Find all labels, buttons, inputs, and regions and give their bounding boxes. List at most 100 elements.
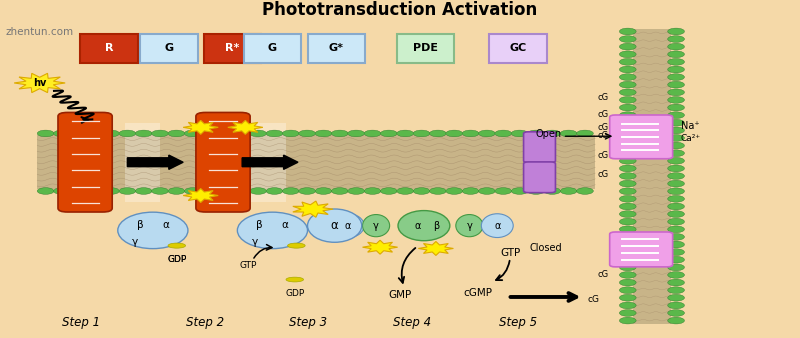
Circle shape [544, 188, 561, 194]
Circle shape [619, 135, 636, 141]
Circle shape [619, 43, 636, 50]
Circle shape [331, 130, 348, 137]
Circle shape [495, 130, 512, 137]
Text: γ: γ [466, 221, 472, 231]
Circle shape [560, 130, 577, 137]
Circle shape [250, 130, 266, 137]
Circle shape [413, 188, 430, 194]
Circle shape [668, 317, 685, 324]
Circle shape [298, 188, 315, 194]
Circle shape [619, 272, 636, 278]
Text: GTP: GTP [500, 248, 520, 258]
Circle shape [668, 287, 685, 293]
Circle shape [462, 130, 479, 137]
Polygon shape [362, 240, 398, 254]
Circle shape [527, 130, 544, 137]
Text: G: G [268, 43, 277, 53]
Circle shape [201, 188, 218, 194]
Circle shape [511, 130, 528, 137]
Circle shape [348, 188, 365, 194]
Circle shape [282, 130, 299, 137]
Text: cG: cG [598, 170, 609, 179]
Circle shape [38, 130, 54, 137]
Circle shape [619, 257, 636, 263]
Circle shape [619, 203, 636, 210]
Circle shape [668, 104, 685, 111]
Ellipse shape [362, 215, 390, 237]
Circle shape [619, 211, 636, 217]
Text: β: β [137, 220, 143, 230]
Text: γ: γ [373, 221, 379, 231]
Circle shape [331, 188, 348, 194]
Text: GC: GC [510, 43, 526, 53]
Circle shape [619, 142, 636, 149]
Circle shape [668, 302, 685, 309]
FancyArrow shape [127, 155, 183, 169]
Circle shape [70, 188, 86, 194]
Text: cG: cG [598, 151, 609, 161]
Circle shape [668, 58, 685, 65]
Circle shape [619, 188, 636, 195]
FancyBboxPatch shape [610, 115, 673, 159]
Bar [251, 123, 286, 202]
Circle shape [668, 173, 685, 179]
Circle shape [619, 241, 636, 248]
Ellipse shape [307, 209, 362, 242]
FancyBboxPatch shape [523, 132, 555, 163]
Ellipse shape [286, 277, 303, 282]
Text: hv: hv [33, 78, 46, 88]
Circle shape [668, 272, 685, 278]
Circle shape [668, 294, 685, 301]
Circle shape [619, 74, 636, 80]
Circle shape [619, 287, 636, 293]
Text: cG: cG [587, 295, 599, 304]
FancyBboxPatch shape [307, 33, 365, 63]
Circle shape [619, 302, 636, 309]
Circle shape [446, 130, 462, 137]
Circle shape [668, 135, 685, 141]
Text: α: α [162, 220, 169, 230]
Text: γ: γ [132, 238, 138, 247]
Circle shape [668, 112, 685, 119]
Circle shape [619, 234, 636, 240]
Circle shape [430, 188, 446, 194]
Circle shape [668, 81, 685, 88]
Circle shape [668, 226, 685, 233]
Ellipse shape [118, 212, 188, 249]
Circle shape [619, 127, 636, 134]
Circle shape [619, 218, 636, 225]
Circle shape [152, 188, 169, 194]
Circle shape [619, 173, 636, 179]
Circle shape [619, 264, 636, 271]
FancyBboxPatch shape [523, 162, 555, 193]
Circle shape [619, 294, 636, 301]
Circle shape [234, 188, 250, 194]
Circle shape [298, 130, 315, 137]
Circle shape [348, 130, 365, 137]
Circle shape [668, 165, 685, 172]
Circle shape [217, 130, 234, 137]
Circle shape [119, 130, 136, 137]
Ellipse shape [456, 215, 483, 237]
FancyBboxPatch shape [196, 113, 250, 212]
Ellipse shape [332, 214, 364, 238]
Ellipse shape [287, 243, 305, 248]
Text: cG: cG [598, 270, 609, 279]
Circle shape [70, 130, 86, 137]
Circle shape [86, 188, 103, 194]
Circle shape [619, 81, 636, 88]
Circle shape [619, 279, 636, 286]
Polygon shape [228, 120, 263, 134]
Text: cG: cG [598, 123, 609, 132]
Text: β: β [434, 221, 440, 231]
Circle shape [619, 51, 636, 57]
Title: Phototransduction Activation: Phototransduction Activation [262, 1, 538, 19]
Circle shape [668, 310, 685, 316]
Circle shape [619, 119, 636, 126]
Text: α: α [345, 221, 351, 231]
Circle shape [102, 130, 119, 137]
Circle shape [668, 195, 685, 202]
Circle shape [619, 310, 636, 316]
Circle shape [668, 127, 685, 134]
Ellipse shape [398, 211, 450, 241]
